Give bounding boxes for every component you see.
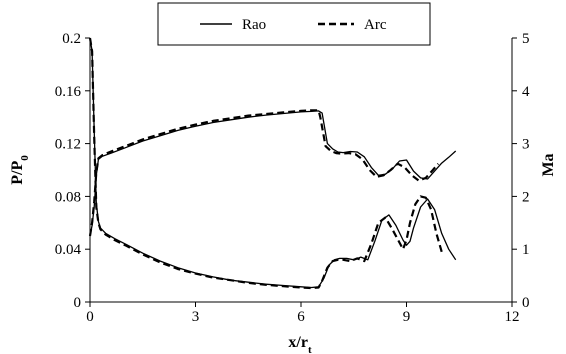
x-axis-title-sub: t [308,344,312,354]
y-right-tick-label: 3 [522,137,530,153]
series-line-arc-pressure [88,37,443,290]
left-axis-title-main: P/P [9,161,26,185]
x-tick-label: 6 [297,309,305,325]
plot-area [88,37,457,290]
svg-text:P/P0: P/P0 [9,155,31,185]
y-right-tick-label: 4 [522,84,530,100]
y-left-tick-label: 0.16 [55,84,82,100]
legend-rao-label: Rao [242,17,266,33]
y-right-tick-label: 2 [522,189,530,205]
y-right-tick-label: 0 [522,295,530,311]
x-tick-label: 0 [86,309,94,325]
x-axis-title-main: x/r [288,334,308,351]
y-left-tick-label: 0.08 [55,189,81,205]
series-line-rao-mach [89,110,457,237]
x-tick-label: 3 [192,309,200,325]
legend-box [157,2,431,46]
y-right-tick-label: 1 [522,242,530,258]
y-left-tick-label: 0.2 [62,31,81,47]
y-left-tick-label: 0.04 [55,242,82,258]
x-tick-label: 9 [403,309,411,325]
right-axis-title: Ma [540,153,557,176]
y-left-tick-label: 0 [74,295,82,311]
legend-arc-label: Arc [364,17,387,33]
right-axis-title-text: Ma [540,153,557,176]
left-axis-title-sub: 0 [19,155,31,161]
series-line-rao-pressure [89,37,457,289]
y-left-tick-label: 0.12 [55,137,81,153]
x-tick-label: 12 [505,309,520,325]
x-axis-title: x/rt [288,334,312,354]
left-axis-title: P/P0 [9,155,31,185]
y-right-tick-label: 5 [522,31,530,47]
legend: Rao Arc [157,2,431,46]
